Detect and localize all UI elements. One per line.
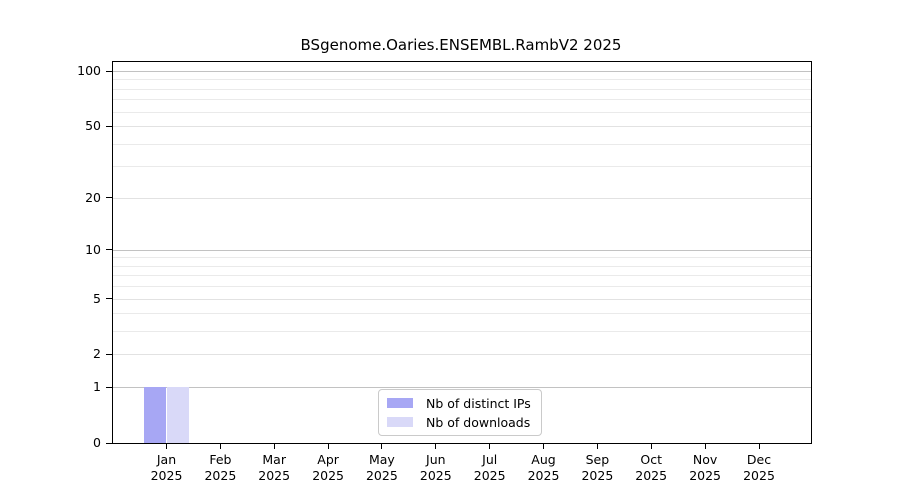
gridline-minor [113,99,811,101]
legend-item-distinct-ips: Nb of distinct IPs [387,395,531,411]
x-axis-label-dec: Dec 2025 [727,452,791,484]
x-axis-tick [327,443,329,449]
year-label: 2025 [258,468,291,483]
y-axis-label: 1 [93,379,101,395]
legend: Nb of distinct IPs Nb of downloads [378,389,542,436]
x-axis-label-sep: Sep 2025 [565,452,629,484]
gridline-minor [113,143,811,145]
gridline-minor [113,286,811,288]
x-axis-label-nov: Nov 2025 [673,452,737,484]
month-label: Jun [426,452,446,467]
year-label: 2025 [312,468,344,483]
x-axis-label-mar: Mar 2025 [242,452,306,484]
month-label: May [368,452,395,467]
bar-nb-of-downloads-jan [166,387,189,443]
y-axis-tick [106,353,112,355]
x-axis-tick [650,443,652,449]
year-label: 2025 [473,468,506,483]
x-axis-label-oct: Oct 2025 [619,452,683,484]
year-label: 2025 [527,468,560,483]
x-axis-tick [596,443,598,449]
gridline-minor [113,331,811,333]
gridline-minor [113,265,811,267]
y-axis-label: 2 [93,346,101,362]
gridline-50 [113,126,811,128]
x-axis-tick [543,443,544,449]
month-label: Feb [209,452,232,467]
x-axis-tick [381,443,383,449]
x-axis-label-jan: Jan 2025 [135,452,199,484]
plot-area: Nb of distinct IPs Nb of downloads 0 1 2 5 1… [77,61,812,483]
x-axis-label-aug: Aug 2025 [512,452,576,484]
x-axis-label-apr: Apr 2025 [296,452,360,484]
gridline-1 [113,387,811,389]
gridline-100 [113,71,811,72]
year-label: 2025 [204,468,237,483]
year-label: 2025 [635,468,668,483]
gridline-minor [113,313,811,315]
month-label: Apr [317,452,339,467]
y-axis-tick [106,125,112,127]
y-axis-label: 50 [85,118,101,134]
legend-label-distinct-ips: Nb of distinct IPs [426,395,531,411]
gridline-5 [113,298,811,300]
gridline-minor [113,111,811,113]
y-axis-label: 10 [85,241,101,257]
y-axis-label: 0 [93,435,101,450]
x-axis-tick [704,443,706,449]
year-label: 2025 [689,468,721,483]
gridline-2 [113,354,811,356]
y-axis-label: 20 [85,189,101,205]
x-axis-label-jun: Jun 2025 [404,452,468,484]
gridline-20 [113,197,811,199]
x-axis-tick [489,443,491,449]
year-label: 2025 [150,468,183,483]
y-axis-tick [106,386,112,388]
y-axis-tick [106,298,112,300]
x-axis-tick [758,443,760,449]
year-label: 2025 [581,468,614,483]
y-axis-tick [106,70,112,72]
gridline-minor [113,88,811,90]
gridline-minor [113,275,811,277]
y-axis-label: 5 [93,290,101,306]
legend-item-downloads: Nb of downloads [387,414,531,430]
x-axis-tick [219,443,221,449]
bar-nb-of-distinct-ips-jan [144,387,167,443]
x-axis-tick [166,443,167,449]
gridline-minor [113,257,811,259]
x-axis-label-jul: Jul 2025 [458,452,522,484]
chart-title: BSgenome.Oaries.ENSEMBL.RambV2 2025 [300,36,622,54]
gridline-minor [113,166,811,168]
x-axis-label-feb: Feb 2025 [188,452,252,484]
y-axis-tick [106,249,112,251]
x-axis-tick [273,443,275,449]
month-label: Aug [531,452,556,467]
month-label: Oct [640,452,662,467]
y-axis-label: 100 [77,63,101,78]
gridline-minor [113,79,811,81]
x-axis-tick [435,443,437,449]
month-label: Jul [482,452,498,467]
month-label: Mar [262,452,286,467]
month-label: Dec [746,452,772,467]
month-label: Jan [156,452,177,467]
y-axis-tick [106,197,112,199]
legend-swatch-downloads-icon [387,417,413,427]
month-label: Nov [692,452,718,467]
y-axis-tick [106,442,112,444]
legend-label-downloads: Nb of downloads [426,414,531,430]
year-label: 2025 [365,468,398,483]
legend-swatch-distinct-ips-icon [387,398,413,408]
year-label: 2025 [743,468,775,483]
gridline-10 [113,249,811,251]
x-axis-label-may: May 2025 [350,452,414,484]
year-label: 2025 [419,468,452,483]
month-label: Sep [585,452,610,467]
